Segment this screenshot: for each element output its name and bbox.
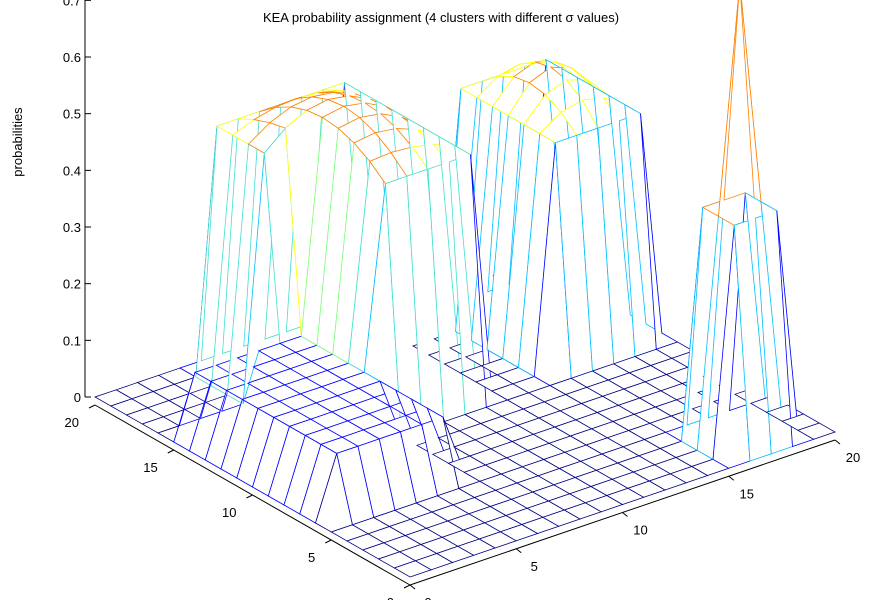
y-tick-label: 20 xyxy=(65,415,79,430)
x-axis-tick xyxy=(834,439,841,445)
y-tick-label: 0 xyxy=(387,595,394,600)
x-tick-label: 10 xyxy=(633,523,647,538)
x-tick-label: 15 xyxy=(740,486,754,501)
surface-mesh xyxy=(94,0,836,578)
y-tick-label: 5 xyxy=(308,550,315,565)
x-tick-label: 5 xyxy=(531,559,538,574)
y-tick-label: 10 xyxy=(222,505,236,520)
z-tick-label: 0.2 xyxy=(63,277,81,292)
z-tick-label: 0.3 xyxy=(63,220,81,235)
y-axis-tick xyxy=(325,539,332,544)
y-tick-label: 15 xyxy=(143,460,157,475)
z-tick-label: 0.7 xyxy=(63,0,81,8)
z-tick-label: 0 xyxy=(74,390,81,405)
y-axis-tick xyxy=(246,494,253,499)
axes: 051015200510152000.10.20.30.40.50.60.70.… xyxy=(10,0,860,600)
y-axis-tick xyxy=(88,404,96,409)
surface-patch xyxy=(797,422,836,440)
z-tick-label: 0.1 xyxy=(63,333,81,348)
z-tick-label: 0.6 xyxy=(63,50,81,65)
z-tick-label: 0.5 xyxy=(63,107,81,122)
x-axis-tick xyxy=(515,548,522,554)
z-axis-label: probabilities xyxy=(10,107,25,177)
y-axis-tick xyxy=(403,584,411,589)
y-axis-tick xyxy=(167,449,174,454)
chart-title: KEA probability assignment (4 clusters w… xyxy=(262,10,620,25)
x-axis-tick xyxy=(728,475,735,481)
x-tick-label: 20 xyxy=(846,450,860,465)
x-axis-tick xyxy=(409,584,416,590)
z-tick-label: 0.4 xyxy=(63,163,81,178)
x-tick-label: 0 xyxy=(424,595,431,600)
x-axis-tick xyxy=(622,512,628,517)
